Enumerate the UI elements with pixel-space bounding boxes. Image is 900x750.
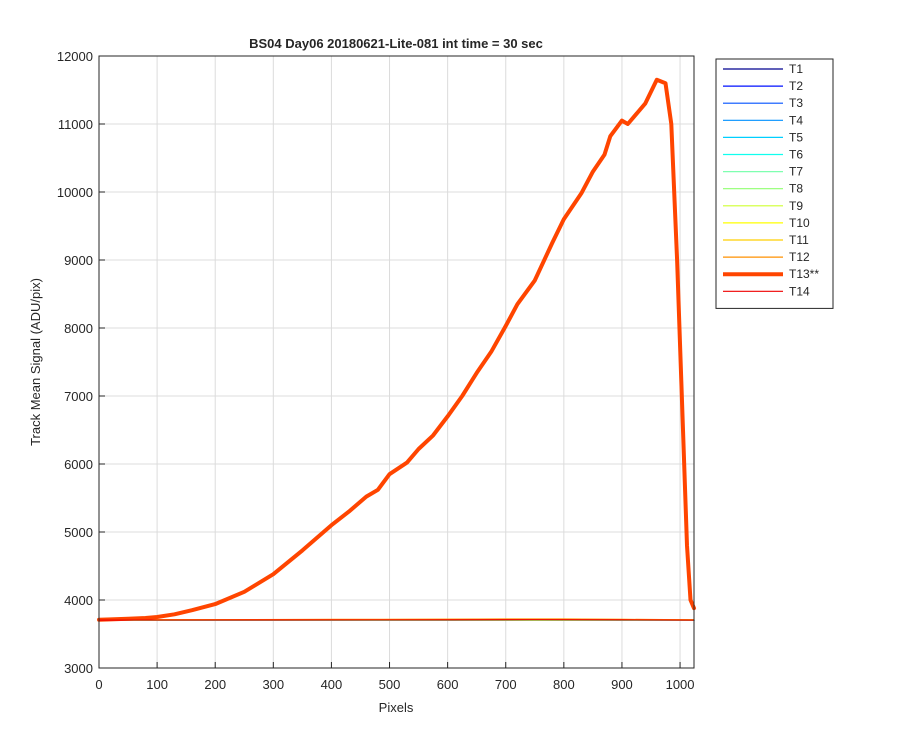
x-tick-label: 200 (204, 677, 226, 692)
legend-label: T1 (789, 62, 803, 76)
legend-label: T2 (789, 79, 803, 93)
x-tick-label: 500 (379, 677, 401, 692)
legend-label: T4 (789, 113, 803, 127)
legend-label: T12 (789, 250, 810, 264)
x-tick-label: 800 (553, 677, 575, 692)
series-layer (97, 77, 696, 622)
x-axis-label: Pixels (379, 700, 414, 715)
y-tick-label: 4000 (64, 593, 93, 608)
y-tick-label: 3000 (64, 661, 93, 676)
legend-box (715, 58, 834, 309)
y-tick-label: 5000 (64, 525, 93, 540)
legend-label: T5 (789, 130, 803, 144)
x-tick-label: 400 (321, 677, 343, 692)
legend-label: T13** (789, 267, 819, 281)
x-tick-label: 700 (495, 677, 517, 692)
legend-label: T3 (789, 96, 803, 110)
axes-box (98, 55, 695, 669)
y-axis-label: Track Mean Signal (ADU/pix) (28, 278, 43, 446)
y-tick-label: 6000 (64, 457, 93, 472)
legend-label: T8 (789, 182, 803, 196)
x-tick-label: 100 (146, 677, 168, 692)
series-line-t13 (97, 77, 696, 622)
x-tick-label: 0 (95, 677, 102, 692)
y-tick-label: 8000 (64, 321, 93, 336)
legend-label: T14 (789, 284, 810, 298)
x-tick-label: 1000 (666, 677, 695, 692)
legend-label: T10 (789, 216, 810, 230)
y-tick-label: 11000 (58, 117, 93, 132)
x-tick-label: 600 (437, 677, 459, 692)
legend-label: T11 (789, 233, 809, 247)
legend-label: T7 (789, 165, 803, 179)
y-tick-label: 7000 (64, 389, 93, 404)
x-tick-label: 300 (262, 677, 284, 692)
y-tick-label: 9000 (64, 253, 93, 268)
axis-ticks: 0 100 200 300 400 500 600 700 800 900 1000 3000 4000… (57, 49, 695, 692)
x-tick-label: 900 (611, 677, 633, 692)
y-tick-label: 12000 (57, 49, 93, 64)
chart-title: BS04 Day06 20180621-Lite-081 int time = … (249, 36, 543, 51)
legend-label: T6 (789, 148, 803, 162)
y-tick-label: 10000 (57, 185, 93, 200)
legend: T1 T2 T3 T4 T5 T6 T7 T8 T9 T10 T11 T12 T13** T14 (715, 58, 834, 309)
legend-label: T9 (789, 199, 803, 213)
axes-background (99, 56, 694, 668)
